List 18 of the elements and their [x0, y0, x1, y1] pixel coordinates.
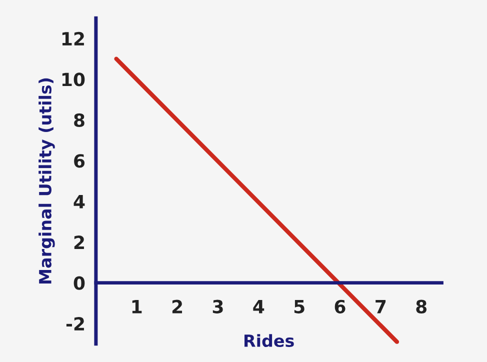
- y-tick-label: 6: [74, 154, 85, 168]
- x-tick-label: 3: [212, 300, 223, 314]
- y-tick-label: 10: [62, 72, 85, 86]
- y-tick-label: -2: [66, 316, 84, 330]
- y-tick-label: 8: [74, 113, 84, 128]
- x-axis-title: Rides: [244, 334, 294, 348]
- x-tick-label: 7: [376, 300, 386, 314]
- y-tick-label: 12: [62, 32, 84, 46]
- x-tick-label: 2: [172, 300, 182, 314]
- y-tick-label: 4: [74, 195, 85, 208]
- x-tick-label: 6: [334, 300, 346, 314]
- x-tick-label: 4: [253, 300, 264, 314]
- x-tick-label: 1: [132, 300, 142, 314]
- y-tick-label: 2: [74, 236, 84, 249]
- y-axis-title: Marginal Utility (utils): [38, 78, 55, 284]
- y-tick-label: 0: [74, 276, 85, 290]
- x-tick-label: 5: [294, 300, 304, 314]
- x-tick-label: 8: [416, 300, 427, 314]
